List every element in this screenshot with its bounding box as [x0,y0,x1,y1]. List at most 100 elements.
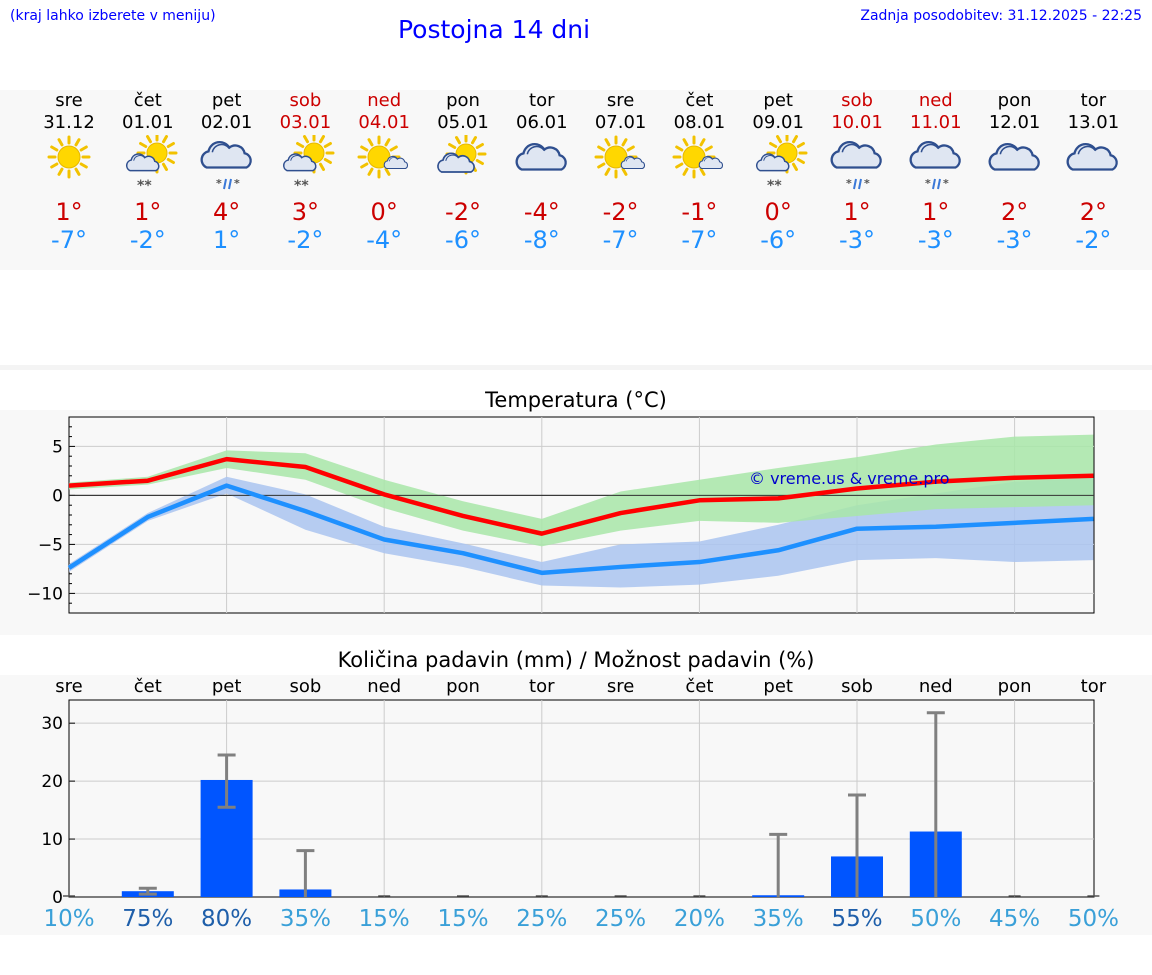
y-tick-label: −10 [27,584,63,604]
temp-min: -2° [129,226,166,254]
temp-min: -3° [917,226,954,254]
day-date: 08.01 [673,112,726,133]
temp-max: 0° [370,198,398,226]
temp-min: -2° [287,226,324,254]
weather-icon [47,135,91,179]
tmax-line [68,456,1094,536]
temp-max: 1° [843,198,871,226]
sun-cloud-icon [437,135,487,175]
probability-label: 20% [674,906,725,932]
temperature-chart-title: Temperatura (°C) [485,388,667,412]
day-date: 05.01 [437,112,489,133]
y-tick-label: 5 [52,437,63,457]
sun-small-cloud-icon [594,135,645,179]
probability-label: 50% [910,906,961,932]
day-date: 13.01 [1067,112,1120,133]
temp-max: -1° [681,198,718,226]
cloud-rain-snow-icon: * * [200,141,252,190]
temp-min: -8° [523,226,560,254]
day-date: 12.01 [988,112,1041,133]
sun-small-cloud-icon [672,135,724,179]
sun-cloud-snow-icon: ** [125,135,178,194]
y-tick-label: 0 [52,486,63,506]
cloud-rain-snow-icon: * * [909,141,961,190]
temp-max: 1° [922,198,950,226]
category-label: tor [1081,676,1107,697]
day-name: tor [1080,90,1107,111]
y-tick-label: 10 [41,830,63,850]
day-date: 10.01 [831,112,883,133]
category-label: tor [529,676,555,697]
probability-label: 15% [437,906,488,932]
day-date: 09.01 [752,112,804,133]
temp-max: -2° [602,198,639,226]
probability-label: 10% [43,906,94,932]
temp-min: -7° [681,226,718,254]
menu-hint: (kraj lahko izberete v meniju) [10,8,216,24]
day-date: 31.12 [43,112,95,133]
day-date: 01.01 [122,112,174,133]
tmin-range-band [69,476,1094,588]
y-tick-label: 20 [41,772,63,792]
category-label: pon [446,676,480,697]
svg-text:*: * [846,177,852,190]
last-update: Zadnja posodobitev: 31.12.2025 - 22:25 [860,8,1142,24]
weather-icon [594,135,645,179]
temp-min: -7° [602,226,639,254]
probability-label: 45% [989,906,1040,932]
sun-cloud-snow-icon: ** [756,135,808,194]
weather-icon: ** [830,141,882,190]
svg-text:*: * [864,177,870,190]
weather-icon: ** [200,141,252,190]
probability-label: 55% [831,906,882,932]
svg-text:*: * [943,177,949,190]
temp-max: -4° [523,198,560,226]
svg-text:*: * [234,177,240,190]
weather-icon [357,135,409,179]
temp-max: 2° [1079,198,1108,226]
category-label: pet [763,676,793,697]
day-date: 04.01 [358,112,410,133]
temperature-chart: 5 0 −5 −10 © vreme.us & vreme.pro [27,416,1095,614]
temp-max: 1° [55,198,83,226]
category-label: čet [685,676,713,697]
y-tick-label: 30 [41,714,63,734]
svg-text:**: ** [137,178,152,194]
day-name: sob [289,90,322,111]
temp-min: -6° [445,226,481,254]
day-name: pet [211,90,242,111]
cloud-icon [515,143,567,171]
category-label: pet [212,676,242,697]
probability-label: 75% [122,906,173,932]
y-tick-label: 0 [52,888,63,908]
probability-label: 50% [1068,906,1119,932]
precipitation-chart-title: Količina padavin (mm) / Možnost padavin … [337,648,815,672]
temp-min: 1° [212,226,241,254]
probability-label: 35% [280,906,331,932]
category-label: sre [55,676,82,697]
probability-label: 25% [516,906,567,932]
category-label: sob [841,676,873,697]
temp-min: -4° [366,226,403,254]
probability-label: 25% [595,906,646,932]
svg-text:*: * [925,177,931,190]
cloud-icon [988,143,1040,171]
temp-max: 1° [134,198,162,226]
cloud-icon [1066,143,1119,171]
temp-min: -3° [839,226,875,254]
sun-small-cloud-icon [357,135,409,179]
sun-cloud-snow-icon: ** [283,135,335,194]
temp-min: -6° [760,226,797,254]
probability-label: 80% [201,906,252,932]
svg-text:**: ** [294,178,309,194]
day-name: pet [763,90,793,111]
day-date: 02.01 [200,112,253,133]
y-tick-label: −5 [38,535,63,555]
day-name: sob [841,90,873,111]
day-date: 06.01 [516,112,568,133]
day-date: 11.01 [910,112,962,133]
day-name: ned [367,90,402,111]
svg-text:*: * [216,177,222,190]
separator [0,365,1152,370]
temp-min: -3° [996,226,1033,254]
